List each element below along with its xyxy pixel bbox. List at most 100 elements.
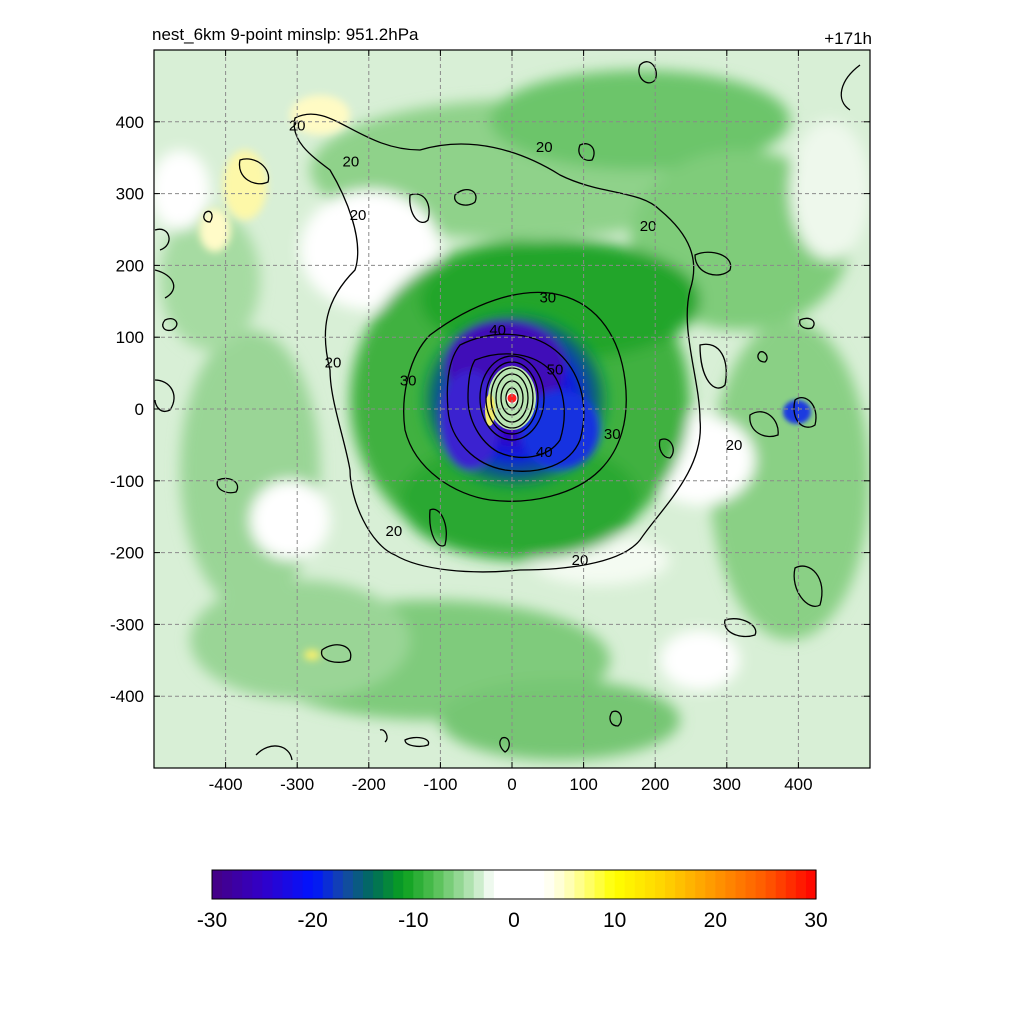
- colorbar-cell: [232, 870, 243, 899]
- contour-labels: 20 20 20 20 20 20 20 20 20 30 30 30 40 40 50: [289, 117, 742, 568]
- colorbar-cell: [443, 870, 455, 899]
- x-tick-label: 400: [784, 775, 812, 794]
- x-tick-label: -400: [209, 775, 243, 794]
- colorbar-cell: [715, 870, 726, 899]
- colorbar-cell: [423, 870, 435, 899]
- x-tick-label: 300: [713, 775, 741, 794]
- y-tick-label: 100: [116, 328, 144, 347]
- colorbar-cell: [644, 870, 656, 899]
- contour-label: 30: [400, 372, 417, 389]
- colorbar-cell: [725, 870, 737, 899]
- x-tick-label: 200: [641, 775, 669, 794]
- colorbar-cell: [564, 870, 575, 899]
- colorbar-cell: [352, 870, 364, 899]
- colorbar-tick-label: -20: [297, 909, 327, 932]
- contour-label: 20: [726, 437, 743, 454]
- colorbar-cell: [373, 870, 384, 899]
- colorbar-cell: [292, 870, 304, 899]
- colorbar-cell: [524, 870, 535, 899]
- colorbar-cell: [735, 870, 747, 899]
- colorbar-cell: [785, 870, 797, 899]
- colorbar-cell: [342, 870, 354, 899]
- colorbar-cell: [574, 870, 586, 899]
- colorbar-frame: [211, 869, 817, 900]
- colorbar-cell: [453, 870, 465, 899]
- contour-label: 40: [489, 322, 506, 339]
- y-tick-label: 400: [116, 113, 144, 132]
- colorbar-cell: [483, 870, 495, 899]
- contour-label: 40: [536, 444, 553, 461]
- colorbar-cell: [594, 870, 606, 899]
- colorbar-cell: [755, 870, 767, 899]
- shaded-field: [154, 50, 870, 768]
- y-tick-label: -300: [110, 615, 144, 634]
- contour-40: [446, 333, 585, 472]
- colorbar-cell: [383, 870, 394, 899]
- contour-label: 20: [386, 523, 403, 540]
- colorbar-tick-label: 30: [804, 909, 827, 932]
- colorbar-cell: [514, 870, 525, 899]
- colorbar-cell: [212, 870, 223, 899]
- x-tick-label: -300: [280, 775, 314, 794]
- colorbar-cell: [805, 870, 817, 899]
- y-axis: 400 300 200 100 0 -100 -200 -300 -400: [110, 113, 870, 706]
- colorbar-cell: [795, 870, 807, 899]
- colorbar-tick-label: 0: [508, 909, 520, 932]
- colorbar-cell: [403, 870, 414, 899]
- colorbar-cell: [745, 870, 757, 899]
- colorbar-cell: [493, 870, 505, 899]
- colorbar-cell: [322, 870, 334, 899]
- colorbar-cell: [705, 870, 716, 899]
- contour-50: [467, 353, 565, 458]
- colorbar-cell: [262, 870, 273, 899]
- colorbar-cell: [473, 870, 485, 899]
- colorbar-tick-label: 10: [603, 909, 626, 932]
- colorbar-cell: [463, 870, 475, 899]
- colorbar-cell: [654, 870, 666, 899]
- colorbar-cell: [534, 870, 545, 899]
- contour-label: 20: [289, 117, 306, 134]
- colorbar-cell: [222, 870, 233, 899]
- colorbar-cell: [554, 870, 565, 899]
- colorbar-cell: [312, 870, 324, 899]
- colorbar-cell: [675, 870, 686, 899]
- contour-label: 30: [539, 290, 556, 307]
- colorbar-cell: [695, 870, 706, 899]
- colorbar-cell: [624, 870, 636, 899]
- colorbar-tick-label: -10: [398, 909, 428, 932]
- colorbar-tick-label: 20: [704, 909, 727, 932]
- colorbar: -30 -20 -10 0 10 20 30: [197, 869, 828, 932]
- chart-title: nest_6km 9-point minslp: 951.2hPa: [152, 25, 419, 44]
- colorbar-cell: [393, 870, 404, 899]
- colorbar-cell: [665, 870, 676, 899]
- colorbar-cell: [332, 870, 344, 899]
- y-tick-label: -100: [110, 472, 144, 491]
- colorbar-cell: [433, 870, 445, 899]
- y-tick-label: 200: [116, 256, 144, 275]
- grid-lines: [154, 50, 870, 768]
- y-tick-label: -200: [110, 544, 144, 563]
- colorbar-cell: [302, 870, 314, 899]
- colorbar-cell: [413, 870, 424, 899]
- colorbar-cell: [544, 870, 555, 899]
- x-tick-label: -200: [352, 775, 386, 794]
- colorbar-tick-label: -30: [197, 909, 227, 932]
- contour-label: 50: [547, 362, 564, 379]
- contour-30: [403, 291, 627, 502]
- colorbar-cell: [614, 870, 626, 899]
- contour-20-outer: [293, 113, 701, 573]
- y-tick-label: -400: [110, 687, 144, 706]
- colorbar-cell: [775, 870, 787, 899]
- forecast-hour-label: +171h: [824, 29, 872, 48]
- x-axis: -400 -300 -200 -100 0 100 200 300 400: [209, 50, 813, 794]
- contour-label: 30: [604, 426, 621, 443]
- colorbar-cell: [685, 870, 696, 899]
- colorbar-cell: [634, 870, 646, 899]
- contour-label: 20: [640, 218, 657, 235]
- colorbar-cell: [584, 870, 596, 899]
- contour-label: 20: [572, 552, 589, 569]
- colorbar-cell: [242, 870, 253, 899]
- colorbar-cell: [363, 870, 374, 899]
- contour-label: 20: [350, 207, 367, 224]
